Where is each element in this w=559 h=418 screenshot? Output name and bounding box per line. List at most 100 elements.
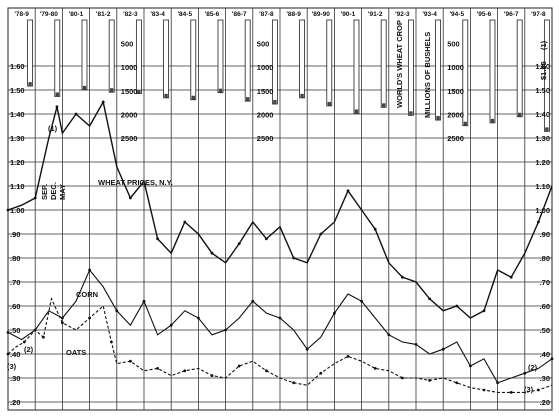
data-point	[387, 333, 391, 337]
crop-bar	[435, 19, 441, 121]
month-dec: DEC.	[49, 182, 58, 200]
year-header: '78-9	[14, 11, 29, 18]
data-point	[55, 105, 59, 109]
crop-bar-cap	[191, 95, 195, 100]
y-tick-label-right: .60	[540, 302, 550, 311]
y-tick-label-right: .80	[540, 254, 550, 263]
data-point	[441, 347, 445, 351]
crop-tick-label: 1500	[257, 87, 274, 96]
data-point	[129, 196, 132, 200]
y-tick-label-left: 1.10	[10, 182, 25, 191]
year-header: '97-8	[531, 11, 546, 18]
crop-bar	[135, 19, 142, 95]
month-sep: SEP.	[40, 184, 49, 200]
y-tick-label-right: 1.50	[535, 86, 550, 95]
crop-bar-cap	[164, 93, 168, 98]
crop-bar-cap	[300, 93, 304, 98]
year-header: '82-3	[123, 11, 138, 18]
crop-tick-label: 1000	[121, 63, 138, 72]
crop-bar-cap	[109, 88, 114, 93]
crop-bar	[108, 19, 115, 93]
data-point	[169, 323, 173, 327]
crop-tick-label: 500	[257, 40, 270, 49]
data-point	[292, 256, 295, 260]
crop-bar	[299, 19, 305, 99]
crop-bar-cap	[545, 127, 549, 132]
y-tick-label-right: .90	[540, 230, 550, 239]
year-header: '80-1	[69, 11, 84, 18]
crop-bar	[217, 19, 224, 94]
crop-tick-label: 2500	[447, 134, 464, 143]
year-header: '84-5	[178, 11, 193, 18]
year-header: '93-4	[422, 11, 437, 18]
data-point	[183, 369, 187, 373]
data-point	[156, 367, 160, 370]
data-point	[428, 379, 431, 382]
y-tick-label-right: .50	[540, 326, 550, 335]
year-header: '88-9	[286, 11, 301, 18]
crop-axis-label: MILLIONS OF BUSHELS	[423, 32, 432, 118]
year-header-box	[308, 9, 334, 18]
data-point	[305, 347, 309, 351]
data-point	[428, 297, 431, 301]
y-tick-label-left: .40	[10, 350, 20, 359]
crop-tick-label: 1000	[447, 63, 464, 72]
crop-bar-cap	[436, 116, 440, 121]
left-ticks: .20 .30 .40 .50 .60 .70 .80 .90 1.00 1.10 1.20 1.30…	[10, 62, 25, 407]
data-point	[129, 359, 132, 363]
data-point	[292, 381, 295, 385]
corn-label: CORN	[76, 290, 98, 299]
y-tick-label-right: 1.20	[535, 158, 550, 167]
y-tick-label-left: .80	[10, 254, 20, 263]
data-point	[22, 340, 26, 344]
year-header-box	[63, 9, 89, 18]
marker-2-left: (2)	[24, 345, 34, 354]
y-tick-label-left: 1.60	[10, 62, 25, 71]
data-point	[109, 340, 113, 344]
y-tick-label-left: .30	[10, 374, 20, 383]
crop-bar-cap	[28, 82, 32, 87]
series-lines	[6, 100, 554, 394]
data-point	[319, 371, 323, 375]
data-point	[455, 304, 459, 308]
data-point	[210, 251, 214, 255]
crop-bar-cap	[517, 112, 522, 117]
year-header-box	[9, 9, 35, 18]
year-header: '85-6	[205, 11, 220, 18]
data-point	[333, 311, 336, 315]
year-header-box	[498, 9, 524, 18]
data-point	[319, 232, 323, 236]
data-point	[455, 381, 459, 385]
crop-title: WORLD'S WHEAT CROP	[395, 20, 404, 108]
data-point	[265, 237, 268, 241]
data-point	[346, 189, 350, 193]
crop-bar-cap	[273, 100, 277, 105]
year-header: '92-3	[395, 11, 410, 18]
y-tick-label-left: 1.50	[10, 86, 25, 95]
y-tick-label-right: .40	[540, 350, 550, 359]
year-header: '81-2	[96, 11, 111, 18]
crop-bar-cap	[218, 88, 223, 93]
year-header-box	[199, 9, 225, 18]
series-line-oats	[7, 297, 553, 393]
oats-label: OATS	[66, 348, 86, 357]
data-point	[265, 369, 268, 373]
data-point	[523, 371, 527, 375]
marker-2-right: (2)	[528, 363, 538, 372]
y-tick-label-left: .50	[10, 326, 20, 335]
crop-bar-cap	[55, 92, 59, 97]
year-header: '89-90	[312, 11, 331, 18]
y-tick-label-right: 1.10	[535, 182, 550, 191]
year-header: '94-5	[450, 11, 465, 18]
data-point	[41, 335, 45, 339]
y-tick-label-left: 1.30	[10, 134, 25, 143]
data-point	[210, 374, 214, 377]
year-header-box	[471, 9, 497, 18]
y-tick-label-left: .70	[10, 278, 20, 287]
year-header-box	[444, 9, 470, 18]
data-point	[537, 220, 540, 224]
crop-bar-cap	[354, 109, 359, 114]
data-point	[482, 309, 486, 313]
data-point	[509, 391, 513, 394]
crop-tick-label: 1500	[121, 87, 138, 96]
